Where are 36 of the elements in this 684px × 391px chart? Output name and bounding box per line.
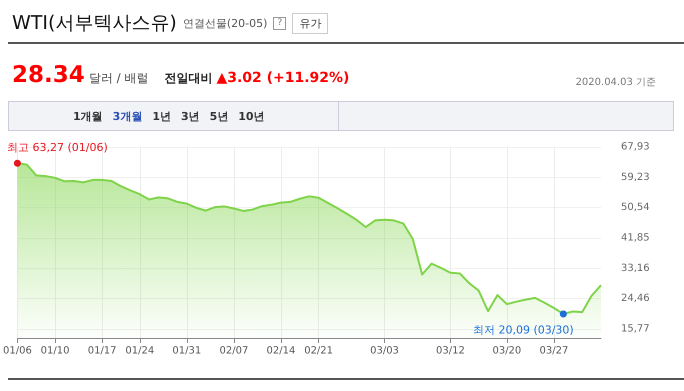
text: 28.34 (12, 62, 85, 88)
x-tick-label: 03/12 (436, 346, 465, 356)
y-tick-label: 67,93 (621, 142, 650, 152)
x-tick-label: 01/10 (40, 346, 70, 356)
x-tick-label: 01/31 (172, 346, 202, 356)
y-tick-label: 24,46 (621, 293, 650, 304)
x-tick-label: 03/27 (540, 346, 568, 356)
text: 3년 (180, 108, 200, 124)
y-tick-label: 41,85 (621, 232, 650, 244)
text: 2020.04.03 기준 (576, 76, 656, 89)
x-tick-label: 01/17 (88, 346, 117, 356)
text: 3개월 (112, 108, 142, 124)
annotation: 최저 20,09 (03/30) (472, 323, 574, 336)
text: ▲3.02 (+11.92%) (216, 70, 350, 86)
x-tick-label: 01/24 (125, 346, 154, 356)
text: 1개월 (73, 108, 103, 124)
annotation: 최고 63,27 (01/06) (7, 140, 108, 154)
text: 10년 (238, 108, 265, 124)
x-tick-label: 03/20 (492, 346, 522, 356)
help-icon: ? (273, 16, 286, 30)
text: 1년 (152, 108, 171, 124)
chart-title: WTI(서부텍사스유) (12, 11, 177, 36)
x-tick-label: 02/14 (266, 346, 296, 356)
x-tick-label: 02/21 (304, 346, 334, 356)
y-tick-label: 50,54 (621, 202, 650, 214)
y-tick-label: 15,77 (621, 324, 650, 335)
x-tick-label: 02/07 (219, 346, 248, 356)
text: 달러 / 배럴 (88, 70, 148, 87)
text: 5년 (210, 108, 228, 124)
x-tick-label: 03/03 (370, 346, 399, 356)
y-tick-label: 59,23 (621, 172, 650, 183)
text: 전일대비 (164, 70, 212, 87)
text: 유가 (292, 12, 328, 34)
x-tick-label: 01/06 (2, 346, 32, 356)
chart-subtitle: 연결선물(20-05) (182, 16, 268, 30)
y-tick-label: 33,16 (621, 262, 650, 274)
